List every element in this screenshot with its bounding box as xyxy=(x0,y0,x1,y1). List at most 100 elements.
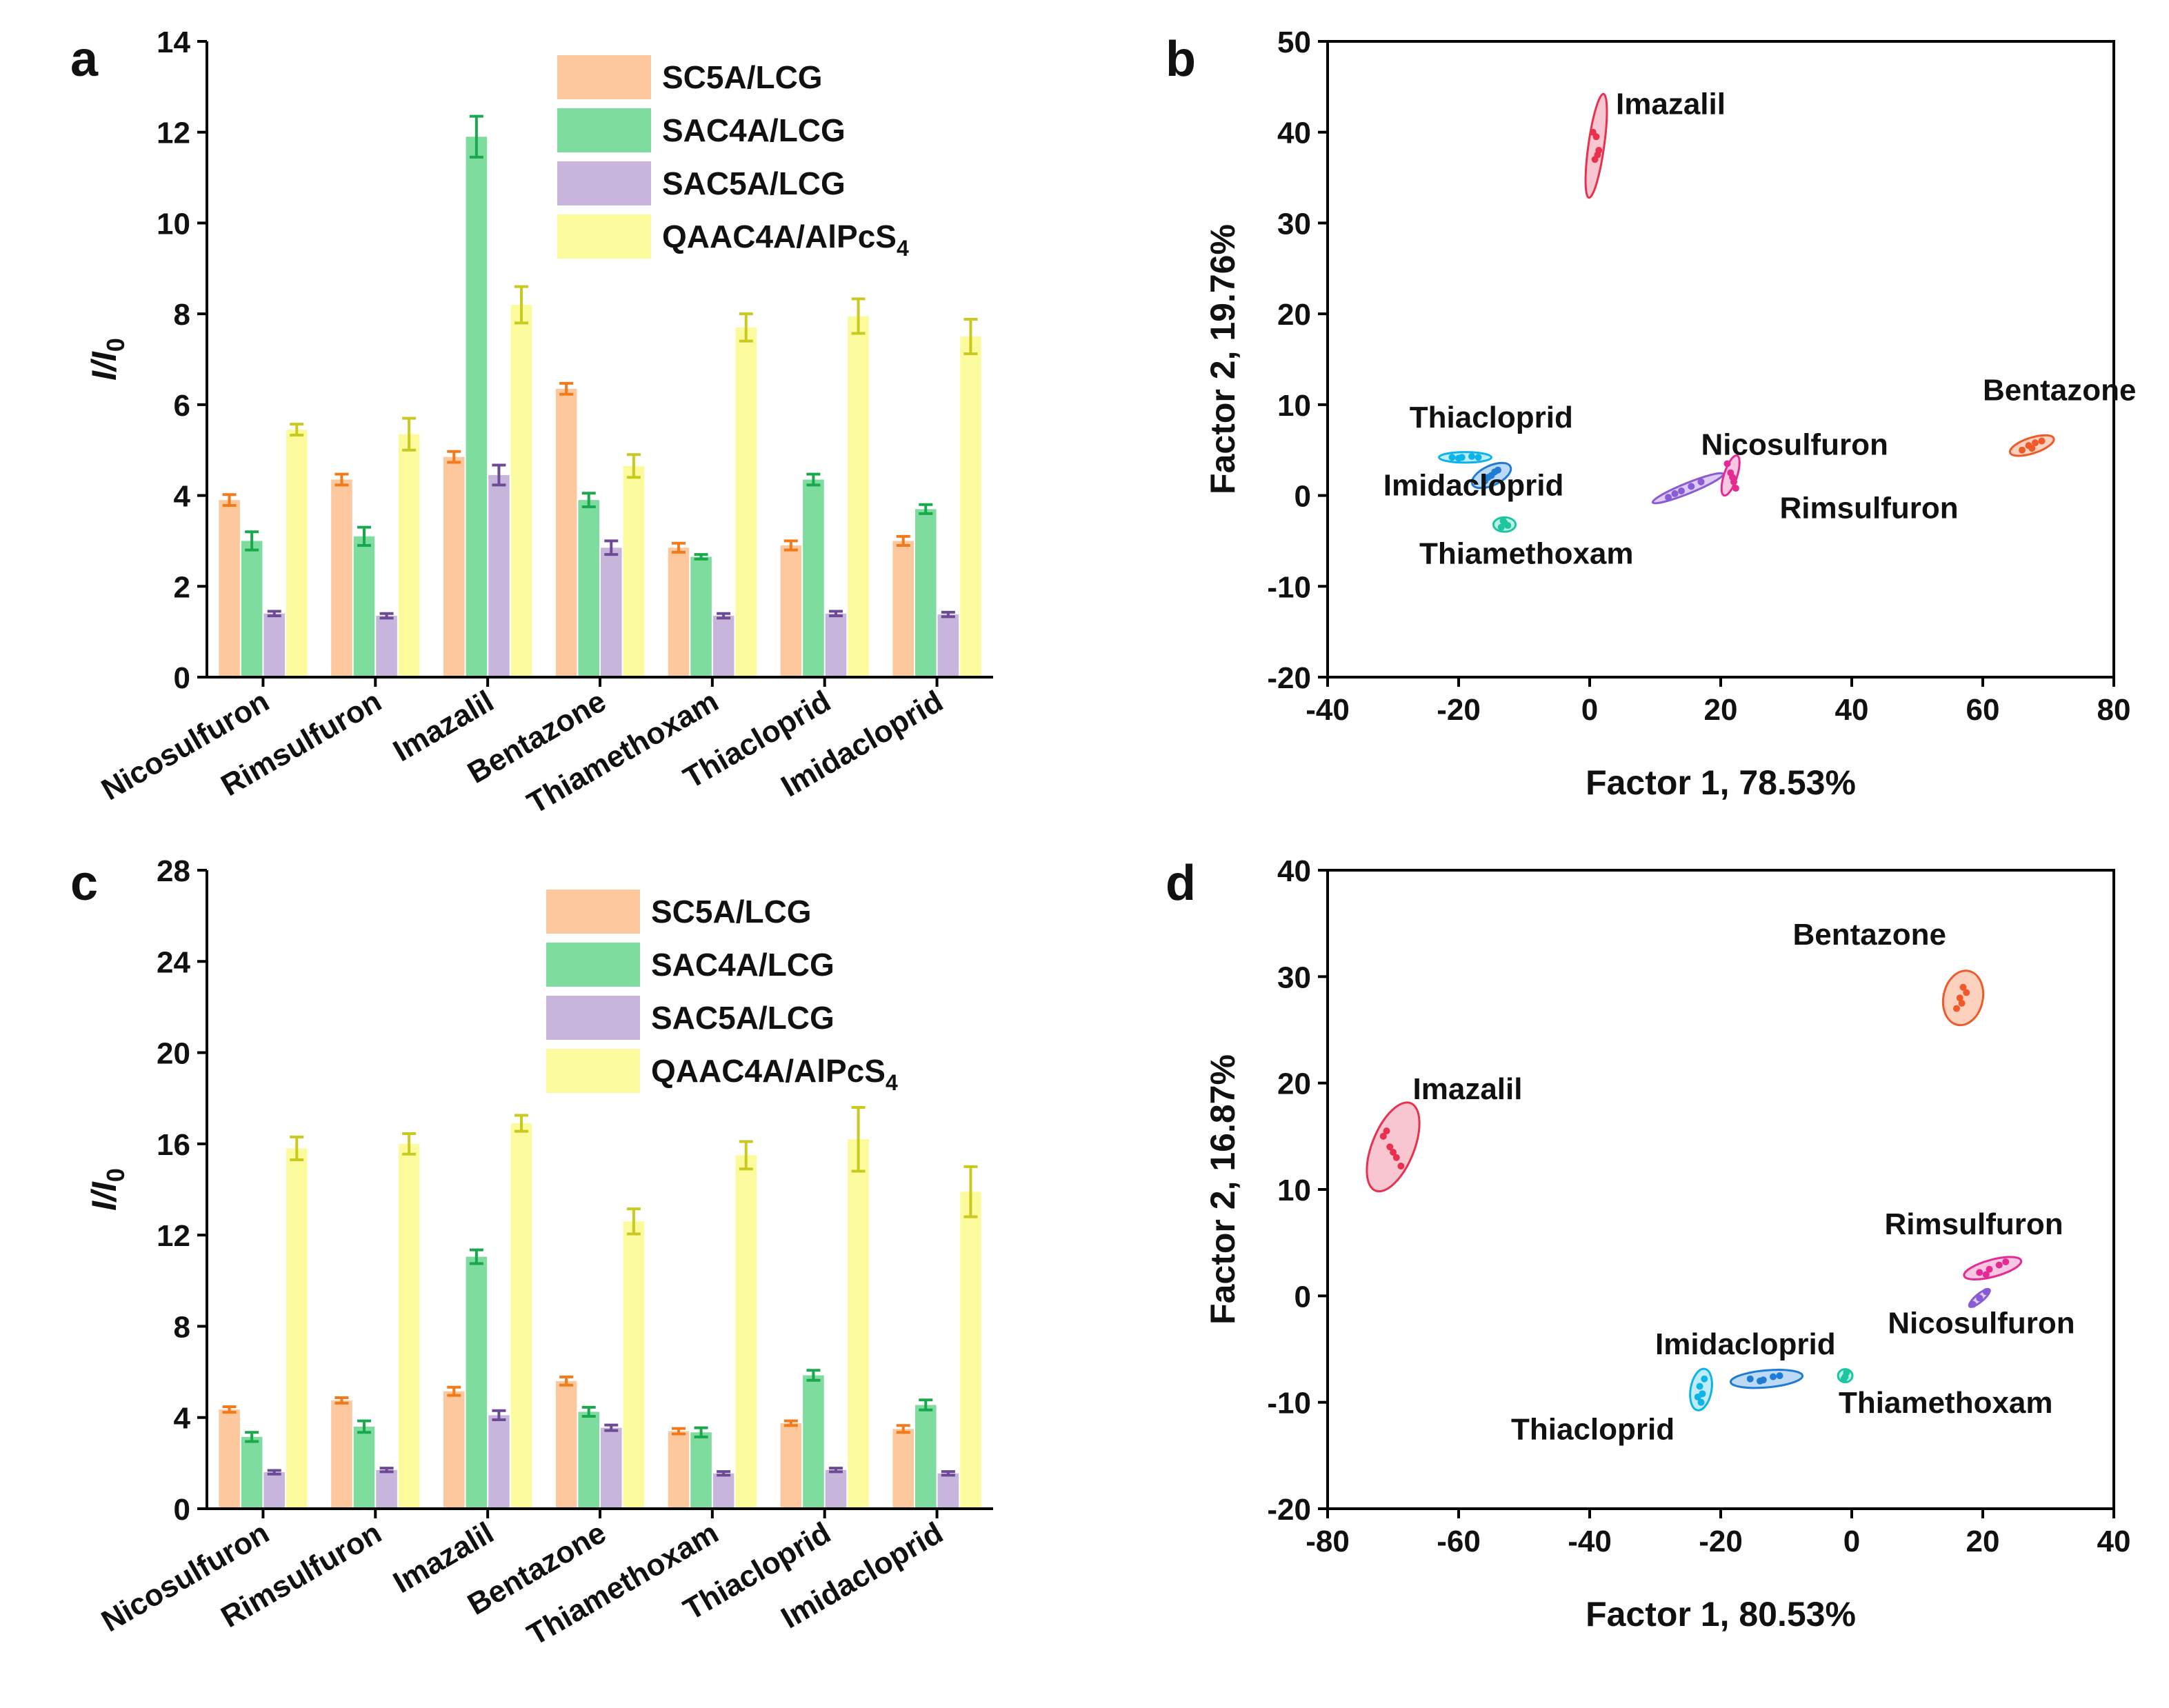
panel-b-point-nicosulfuron xyxy=(1697,478,1705,485)
panel-b-point-rimsulfuron xyxy=(1723,460,1731,468)
panel-d-point-nicosulfuron xyxy=(1976,1294,1983,1302)
panel-a-bar-qaac4a-alpcs-imazalil xyxy=(510,304,532,677)
panel-a-bar-sac5a-lcg-nicosulfuron xyxy=(263,613,285,677)
panel-b-plot-frame xyxy=(1326,40,2115,679)
panel-letter-b: b xyxy=(1166,32,1196,87)
panel-c-y-tick-label: 16 xyxy=(157,1128,190,1162)
panel-b-point-nicosulfuron xyxy=(1665,494,1672,501)
panel-a-bar-sac5a-lcg-imazalil xyxy=(488,474,510,677)
panel-letter-c: c xyxy=(70,856,98,911)
panel-c-bar-sac4a-lcg-thiacloprid xyxy=(803,1375,824,1509)
panel-c-error-bar-sac5a-lcg-thiacloprid xyxy=(829,1467,843,1474)
panel-d-point-thiacloprid xyxy=(1701,1375,1708,1383)
panel-b-point-bentazone xyxy=(2038,437,2046,445)
panel-c-error-bar-qaac4a-alpcs-rimsulfuron xyxy=(402,1132,417,1156)
panel-c-error-bar-sac5a-lcg-bentazone xyxy=(604,1423,619,1432)
panel-c-error-bar-sac5a-lcg-nicosulfuron xyxy=(267,1469,281,1476)
panel-a-error-bar-qaac4a-alpcs-imazalil xyxy=(514,285,528,325)
panel-c-bar-qaac4a-alpcs-thiamethoxam xyxy=(735,1155,757,1509)
panel-a-y-tick-label: 2 xyxy=(174,570,190,604)
panel-a-bar-qaac4a-alpcs-thiamethoxam xyxy=(735,327,757,677)
panel-a-error-bar-sac5a-lcg-thiamethoxam xyxy=(717,612,731,620)
panel-a-error-bar-sac5a-lcg-nicosulfuron xyxy=(267,610,281,618)
panel-c-error-bar-qaac4a-alpcs-imidacloprid xyxy=(963,1165,978,1218)
panel-a-error-bar-sc5a-lcg-rimsulfuron xyxy=(334,472,349,487)
panel-b-point-nicosulfuron xyxy=(1671,490,1679,497)
panel-c-legend-label-sac5a-lcg: SAC5A/LCG xyxy=(651,1000,834,1036)
panel-b-point-imidacloprid xyxy=(1495,466,1501,474)
panel-b-y-tick-label: 0 xyxy=(1295,480,1311,514)
panel-a-bar-sac4a-lcg-bentazone xyxy=(578,500,599,677)
panel-d-point-bentazone xyxy=(1959,983,1967,991)
panel-c-legend-swatch-sac5a-lcg xyxy=(546,996,640,1040)
panel-d-point-imidacloprid xyxy=(1746,1375,1754,1383)
panel-c-bar-qaac4a-alpcs-thiacloprid xyxy=(848,1139,869,1509)
panel-d-point-nicosulfuron xyxy=(1982,1288,1990,1296)
panel-a-bar-qaac4a-alpcs-rimsulfuron xyxy=(398,434,420,677)
panel-a-bar-qaac4a-alpcs-thiacloprid xyxy=(848,316,869,678)
panel-a-legend-swatch-sac5a-lcg xyxy=(557,161,651,205)
panel-c-y-tick-label: 12 xyxy=(157,1219,190,1253)
panel-a-bar-sc5a-lcg-imazalil xyxy=(443,456,465,677)
panel-a-error-bar-sc5a-lcg-bentazone xyxy=(559,381,574,396)
panel-c-bar-sc5a-lcg-thiacloprid xyxy=(780,1423,802,1509)
panel-c-bar-qaac4a-alpcs-rimsulfuron xyxy=(398,1143,420,1509)
panel-c-bar-sac5a-lcg-imazalil xyxy=(488,1415,510,1509)
panel-d-point-bentazone xyxy=(1953,1005,1960,1012)
panel-b-point-bentazone xyxy=(2028,445,2036,452)
panel-c-error-bar-sac5a-lcg-imazalil xyxy=(492,1409,506,1422)
panel-c-error-bar-sac5a-lcg-imidacloprid xyxy=(941,1470,955,1477)
panel-b-point-thiamethoxam xyxy=(1499,517,1507,525)
panel-d-label-thiamethoxam: Thiamethoxam xyxy=(1839,1386,2053,1420)
panel-b-x-tick-label: 0 xyxy=(1581,693,1598,727)
panel-a-y-tick-label: 6 xyxy=(174,389,190,423)
panel-c-bar-sc5a-lcg-bentazone xyxy=(555,1380,577,1509)
panel-d-y-tick-label: 10 xyxy=(1277,1174,1311,1207)
panel-d-point-thiacloprid xyxy=(1696,1383,1703,1390)
panel-a-bar-sac4a-lcg-rimsulfuron xyxy=(353,536,375,677)
panel-a-error-bar-sac4a-lcg-thiacloprid xyxy=(806,472,821,487)
panel-a-bar-sc5a-lcg-thiamethoxam xyxy=(668,547,690,677)
panel-a-error-bar-sc5a-lcg-thiacloprid xyxy=(783,539,798,552)
panel-c-legend-swatch-qaac4a-alpcs xyxy=(546,1049,640,1093)
panel-d-point-imidacloprid xyxy=(1757,1377,1763,1385)
panel-a-bar-sc5a-lcg-rimsulfuron xyxy=(331,479,352,677)
panel-b-ellipse-imazalil xyxy=(1584,92,1608,199)
panel-b-point-rimsulfuron xyxy=(1732,485,1739,492)
panel-b-y-axis-title: Factor 2, 19.76% xyxy=(1203,224,1242,494)
panel-b-x-tick-label: 40 xyxy=(1835,693,1869,727)
panel-a-error-bar-sc5a-lcg-imidacloprid xyxy=(896,534,910,547)
panel-b-point-imidacloprid xyxy=(1484,474,1492,481)
panel-a-error-bar-sac4a-lcg-nicosulfuron xyxy=(245,530,259,552)
panel-d-point-rimsulfuron xyxy=(1995,1261,2003,1269)
panel-c-legend-label-sac4a-lcg: SAC4A/LCG xyxy=(651,947,834,983)
panel-d-point-imazalil xyxy=(1383,1127,1390,1135)
panel-d-point-thiacloprid xyxy=(1694,1393,1701,1400)
panel-a-error-bar-qaac4a-alpcs-bentazone xyxy=(626,453,641,479)
panel-b-point-thiamethoxam xyxy=(1504,522,1512,530)
panel-d-point-bentazone xyxy=(1963,989,1970,996)
panel-a-legend-label-sc5a-lcg: SC5A/LCG xyxy=(662,59,823,95)
panel-c-bar-sc5a-lcg-nicosulfuron xyxy=(219,1409,240,1509)
panel-d-x-tick-label: -40 xyxy=(1568,1525,1612,1558)
panel-c-error-bar-sc5a-lcg-nicosulfuron xyxy=(222,1405,237,1414)
panel-c-bar-sac5a-lcg-thiacloprid xyxy=(825,1469,847,1509)
panel-c-error-bar-sc5a-lcg-thiamethoxam xyxy=(672,1427,686,1436)
panel-c-bar-sac4a-lcg-imidacloprid xyxy=(915,1405,937,1509)
panel-d-point-imazalil xyxy=(1379,1132,1387,1140)
panel-a-error-bar-sac4a-lcg-imazalil xyxy=(469,114,483,159)
panel-d-x-tick-label: 0 xyxy=(1843,1525,1860,1558)
panel-a-bar-sac5a-lcg-bentazone xyxy=(601,547,622,677)
panel-a-error-bar-sac4a-lcg-bentazone xyxy=(581,492,596,509)
panel-c-y-axis-label: I/I0 xyxy=(85,1168,130,1211)
panel-c-error-bar-sc5a-lcg-imazalil xyxy=(447,1385,461,1397)
panel-a-y-tick-label: 0 xyxy=(174,661,190,695)
panel-d-point-rimsulfuron xyxy=(1986,1265,1993,1273)
panel-a-bar-sac5a-lcg-thiamethoxam xyxy=(712,616,734,677)
panel-a-error-bar-sac4a-lcg-imidacloprid xyxy=(919,503,933,515)
panel-d-label-imidacloprid: Imidacloprid xyxy=(1655,1327,1836,1361)
panel-c-bar-sac4a-lcg-rimsulfuron xyxy=(353,1426,375,1509)
panel-b-point-thiacloprid xyxy=(1475,454,1482,461)
